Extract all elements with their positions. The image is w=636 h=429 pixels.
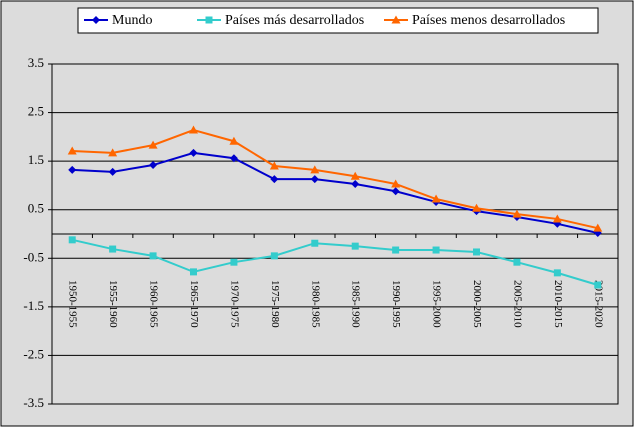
x-tick-label: 1975-1980 [269,280,281,328]
x-tick-label: 2000-2005 [471,280,483,328]
marker [190,268,197,276]
marker [269,161,279,170]
x-tick-label: 1960-1965 [148,280,160,328]
marker [205,16,213,24]
x-tick-label: 2010-2015 [552,280,564,328]
marker [351,179,360,188]
marker [594,281,602,289]
marker [189,148,198,157]
marker [108,148,118,157]
marker [392,246,400,254]
marker [92,16,100,24]
x-tick-label: 1990-1995 [390,280,402,328]
marker [351,242,359,250]
legend [77,7,599,34]
legend-label: Países menos desarrollados [412,13,565,28]
x-tick-label: 1985-1990 [350,280,362,328]
marker [472,203,481,212]
marker [108,167,117,176]
marker [229,154,238,163]
marker [473,248,480,256]
marker [391,15,401,24]
x-tick-label: 1955-1960 [107,280,119,328]
x-tick-label: 1950-1955 [67,280,79,328]
marker [310,175,319,184]
marker [593,223,603,232]
marker [109,245,117,253]
marker [553,269,561,277]
x-tick-label: 1965-1970 [188,280,200,328]
y-tick-label: -2.5 [23,346,44,361]
marker [513,258,521,266]
marker [311,239,319,247]
marker [68,165,77,174]
x-tick-label: 1980-1985 [309,280,321,328]
marker [512,209,522,218]
x-tick-label: 2005-2010 [511,280,523,328]
marker [67,146,77,155]
marker [229,136,239,145]
y-tick-label: -0.5 [23,249,44,264]
marker [68,236,76,244]
marker [431,194,441,203]
y-tick-label: -1.5 [23,298,44,313]
x-tick-label: 1995-2000 [431,280,443,328]
y-tick-label: 0.5 [28,201,44,216]
x-tick-label: 1970-1975 [228,280,240,328]
y-tick-label: 3.5 [28,55,44,70]
marker [391,187,400,196]
marker [391,179,401,188]
marker [270,252,278,260]
series-line [72,151,599,235]
y-tick-label: 1.5 [28,152,44,167]
marker [552,214,562,223]
marker [149,252,157,260]
marker [189,125,198,134]
marker [149,161,158,170]
marker [230,258,238,266]
series-line [71,238,599,286]
marker [432,246,440,254]
marker [270,175,279,184]
legend-label: Mundo [112,13,152,28]
legend-label: Países más desarrollados [225,13,364,28]
marker [350,171,360,180]
x-tick-label: 2015-2020 [592,280,604,328]
y-tick-label: 2.5 [28,104,44,119]
marker [148,140,158,149]
series-line [72,129,599,230]
y-tick-label: -3.5 [23,395,44,410]
marker [310,165,320,174]
